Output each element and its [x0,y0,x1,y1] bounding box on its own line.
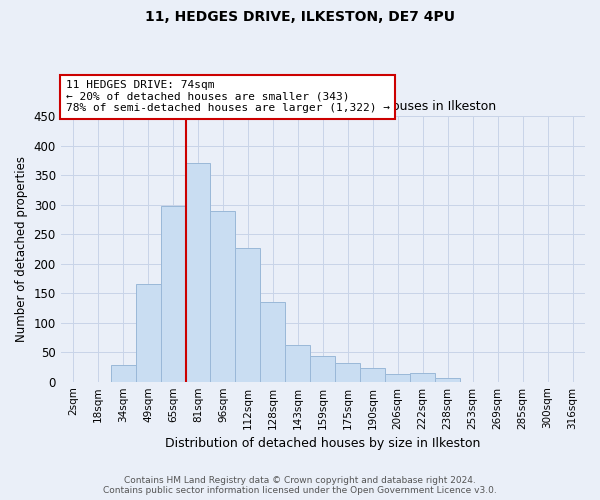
Bar [110,364,136,382]
Bar [235,248,260,382]
Bar [385,374,410,382]
Text: 11, HEDGES DRIVE, ILKESTON, DE7 4PU: 11, HEDGES DRIVE, ILKESTON, DE7 4PU [145,10,455,24]
X-axis label: Distribution of detached houses by size in Ilkeston: Distribution of detached houses by size … [165,437,481,450]
Bar [410,373,435,382]
Bar [136,284,161,382]
Bar [335,364,360,382]
Title: Size of property relative to detached houses in Ilkeston: Size of property relative to detached ho… [150,100,496,114]
Text: 11 HEDGES DRIVE: 74sqm
← 20% of detached houses are smaller (343)
78% of semi-de: 11 HEDGES DRIVE: 74sqm ← 20% of detached… [66,80,390,114]
Bar [435,378,460,382]
Bar [286,345,310,382]
Text: Contains HM Land Registry data © Crown copyright and database right 2024.
Contai: Contains HM Land Registry data © Crown c… [103,476,497,495]
Bar [211,211,235,382]
Bar [161,206,185,382]
Bar [185,164,211,382]
Y-axis label: Number of detached properties: Number of detached properties [15,156,28,342]
Bar [310,356,335,382]
Bar [360,368,385,382]
Bar [260,302,286,382]
